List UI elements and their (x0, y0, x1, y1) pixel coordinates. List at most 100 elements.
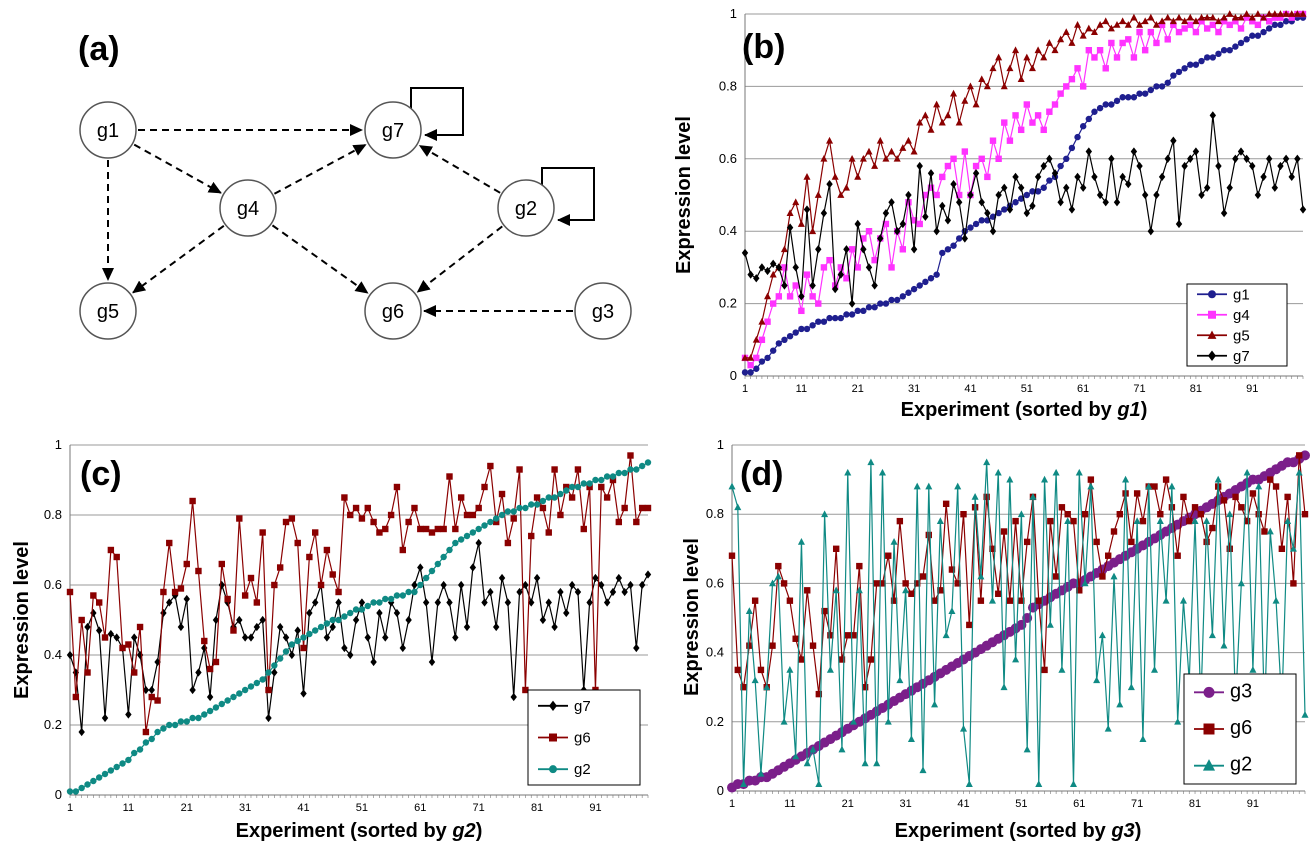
data-point-g4 (1085, 47, 1093, 54)
data-point-g5 (809, 227, 817, 235)
data-point-g5 (1136, 21, 1144, 28)
x-tick-label: 81 (1189, 798, 1201, 810)
data-point-g5 (1276, 10, 1284, 17)
data-point-g7 (312, 598, 319, 607)
data-point-g4 (950, 155, 957, 162)
panel-label: (c) (80, 455, 122, 493)
data-point-g6 (487, 462, 494, 470)
data-point-g1 (1046, 177, 1053, 184)
data-point-g6 (896, 517, 904, 525)
data-point-g7 (101, 713, 109, 723)
data-point-g1 (978, 217, 985, 224)
data-point-g7 (916, 161, 923, 171)
data-point-g2 (224, 697, 231, 704)
data-point-g7 (241, 633, 249, 642)
data-point-g7 (533, 573, 541, 583)
data-point-g7 (1181, 161, 1188, 171)
series-g2 (66, 459, 652, 795)
data-point-g1 (1130, 94, 1138, 101)
data-point-g6 (551, 466, 558, 473)
node-g4: g4 (219, 179, 277, 237)
data-point-g4 (1096, 47, 1104, 54)
data-point-g2 (954, 482, 962, 490)
data-point-g2 (586, 480, 593, 487)
data-point-g6 (633, 518, 640, 526)
data-point-g6 (405, 518, 412, 526)
data-point-g2 (183, 718, 190, 725)
data-point-g6 (1197, 511, 1205, 518)
data-point-g1 (1170, 72, 1177, 79)
data-point-g2 (568, 483, 576, 491)
data-point-g2 (457, 536, 465, 543)
data-point-g4 (837, 264, 845, 271)
data-point-g5 (752, 335, 760, 343)
chart-d-svg: 00.20.40.60.811 11 21 31 41 51 61 71 81 91g3g6g2(… (681, 437, 1310, 842)
data-point-g2 (621, 469, 628, 477)
data-point-g2 (826, 666, 834, 673)
data-point-g7 (358, 598, 366, 607)
data-point-g2 (768, 579, 777, 587)
data-point-g2 (539, 497, 547, 505)
data-point-g6 (873, 580, 880, 587)
data-point-g5 (1051, 46, 1059, 54)
data-point-g7 (171, 591, 179, 600)
data-point-g4 (1170, 21, 1177, 29)
data-point-g2 (282, 648, 290, 655)
data-point-g4 (764, 318, 771, 325)
data-point-g4 (989, 137, 997, 144)
data-point-g5 (983, 82, 991, 90)
data-point-g6 (879, 580, 886, 587)
data-point-g6 (786, 597, 794, 604)
data-point-g1 (1260, 28, 1267, 36)
data-point-g6 (382, 525, 389, 533)
data-point-g4 (1063, 83, 1070, 90)
data-point-g5 (966, 82, 974, 90)
data-point-g7 (927, 169, 935, 178)
y-tick-label: 0.6 (719, 151, 737, 166)
data-point-g7 (422, 598, 430, 607)
data-point-g6 (516, 466, 523, 473)
data-point-g2 (265, 669, 272, 676)
data-point-g1 (1068, 144, 1076, 152)
data-point-g1 (1136, 90, 1143, 97)
data-point-g7 (826, 179, 833, 189)
y-tick-label: 0.6 (706, 575, 724, 590)
data-point-g4 (860, 235, 867, 242)
legend-entry-g5: g5 (1197, 327, 1250, 344)
data-point-g6 (1209, 524, 1216, 532)
data-point-g6 (171, 588, 179, 596)
data-point-g5 (888, 147, 896, 155)
data-point-g7 (1153, 190, 1160, 200)
data-point-g2 (72, 788, 80, 795)
data-point-g2 (487, 518, 494, 526)
data-point-g6 (621, 504, 628, 512)
data-point-g6 (247, 574, 255, 582)
data-point-g7 (347, 650, 354, 660)
data-point-g4 (905, 199, 912, 206)
data-point-g7 (551, 622, 558, 632)
data-point-g2 (160, 725, 167, 732)
data-point-g7 (1249, 161, 1256, 171)
data-point-g2 (329, 616, 336, 624)
data-point-g4 (815, 300, 822, 307)
data-point-g5 (904, 136, 912, 144)
data-point-g6 (1267, 476, 1274, 483)
data-point-g2 (370, 599, 377, 606)
x-tick-label: 11 (784, 798, 795, 810)
data-point-g7 (177, 622, 185, 632)
data-point-g7 (212, 615, 220, 625)
data-point-g7 (758, 263, 766, 272)
data-point-g6 (1284, 493, 1291, 501)
data-point-g2 (201, 711, 208, 718)
data-point-g4 (984, 173, 991, 181)
data-point-g5 (876, 136, 884, 144)
data-point-g7 (1012, 172, 1019, 182)
data-point-g6 (294, 539, 301, 547)
data-point-g7 (417, 563, 424, 572)
data-point-g6 (615, 518, 623, 526)
data-point-g5 (769, 270, 777, 278)
data-point-g2 (1087, 482, 1095, 490)
data-point-g2 (850, 717, 858, 725)
y-tick-label: 1 (717, 437, 724, 452)
x-tick-label: 11 (123, 802, 134, 814)
